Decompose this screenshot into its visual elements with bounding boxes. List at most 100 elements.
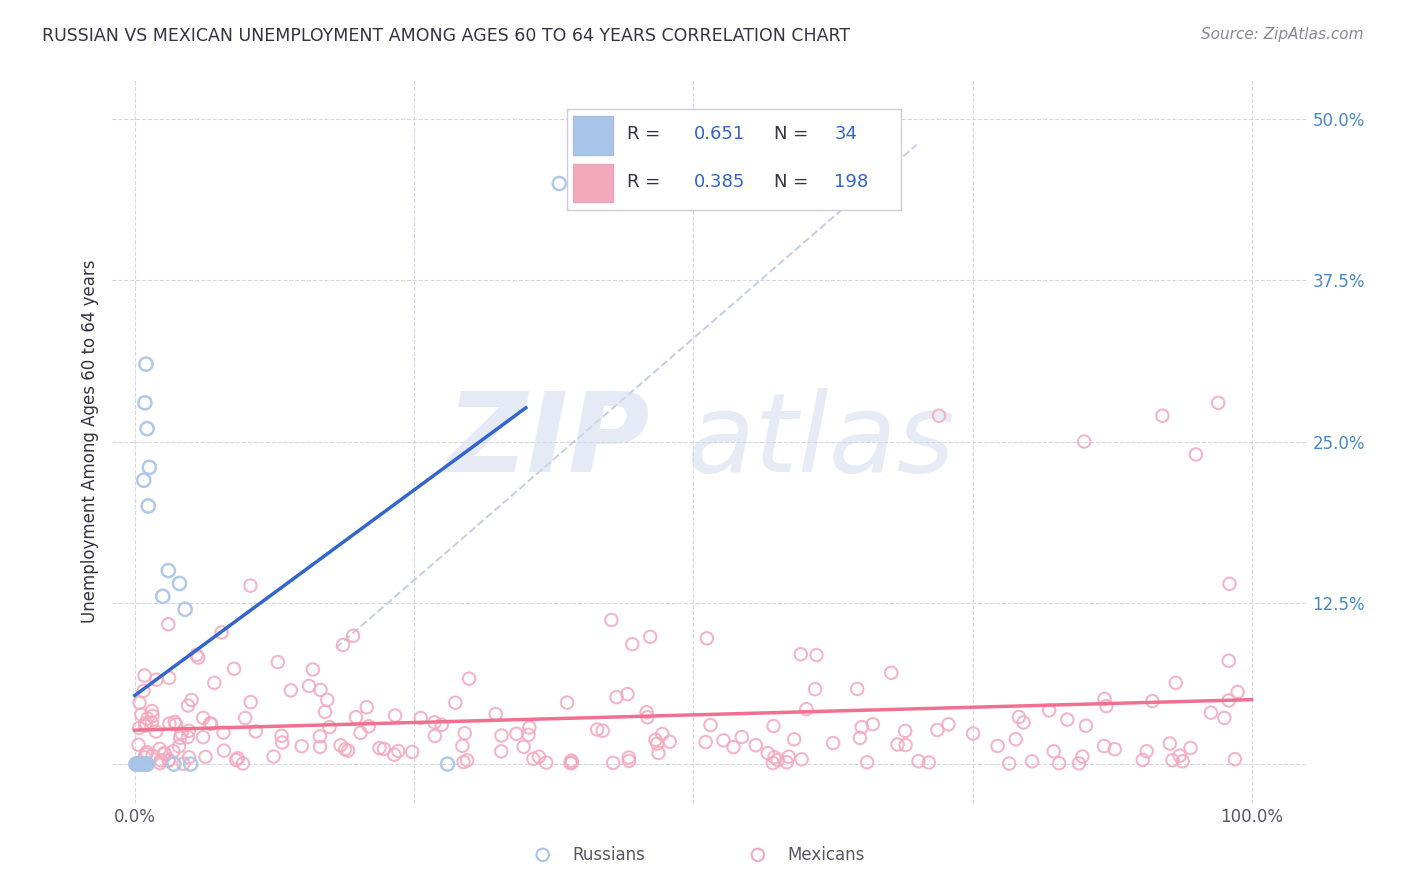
Point [423,715,446,730]
Point [938,717,960,731]
Point [187,650,209,665]
Point [186,648,208,662]
Point [356,700,378,714]
Point [796,702,818,716]
Point [560,756,582,770]
Point [928,409,950,423]
Point [172,756,194,771]
Text: Source: ZipAtlas.com: Source: ZipAtlas.com [1201,27,1364,42]
Point [291,739,314,754]
Point [548,177,571,191]
Point [1136,744,1159,758]
Point [453,755,475,769]
Text: ZIP: ZIP [447,388,651,495]
Point [212,725,235,739]
Point [536,756,558,770]
Point [1161,753,1184,767]
Point [170,726,193,740]
Point [616,687,638,701]
Text: RUSSIAN VS MEXICAN UNEMPLOYMENT AMONG AGES 60 TO 64 YEARS CORRELATION CHART: RUSSIAN VS MEXICAN UNEMPLOYMENT AMONG AG… [42,27,851,45]
Point [1226,685,1249,699]
Point [1104,742,1126,756]
Point [727,850,749,864]
Point [592,723,614,738]
Point [1042,744,1064,758]
Point [636,710,658,724]
Point [149,753,172,767]
Point [136,422,159,436]
Point [142,748,165,763]
Point [846,681,869,696]
Point [332,638,354,652]
Point [222,662,245,676]
Point [337,743,360,757]
Point [638,630,661,644]
Point [194,750,217,764]
Point [148,742,170,756]
Point [180,757,202,772]
Point [401,745,423,759]
Point [125,757,148,772]
Point [384,708,406,723]
Point [1171,754,1194,768]
Point [157,617,180,632]
Point [561,756,583,770]
Point [849,731,872,745]
Point [153,746,176,760]
Point [169,731,191,745]
Point [1218,577,1240,591]
Point [129,757,152,772]
Point [225,753,247,767]
Point [756,746,779,760]
Point [309,682,332,697]
Point [180,693,202,707]
Point [239,579,262,593]
Point [485,706,508,721]
Point [560,754,582,768]
Point [153,747,176,761]
Point [163,714,186,729]
Point [132,473,155,487]
Point [621,637,644,651]
Point [127,757,149,772]
Point [1159,737,1181,751]
Point [280,683,302,698]
Point [527,749,550,764]
Point [998,756,1021,771]
Point [263,749,285,764]
Point [804,682,827,697]
Point [157,754,180,768]
Point [135,757,157,772]
Point [1164,676,1187,690]
Point [226,751,249,765]
Point [522,752,544,766]
Point [1038,703,1060,717]
Point [349,726,371,740]
Point [651,727,673,741]
Point [129,757,152,772]
Point [1218,654,1240,668]
Point [790,752,813,766]
Point [762,756,785,770]
Point [131,757,153,772]
Point [138,460,160,475]
Point [1047,756,1070,771]
Point [723,740,745,755]
Point [129,707,152,722]
Point [298,679,321,693]
Point [142,709,165,723]
Text: Mexicans: Mexicans [787,846,865,863]
Point [409,711,432,725]
Point [125,756,148,771]
Point [517,721,540,735]
Point [894,738,917,752]
Point [131,757,153,772]
Point [491,729,513,743]
Point [211,625,233,640]
Point [368,741,391,756]
Text: Russians: Russians [572,846,645,863]
Point [526,850,548,864]
Point [775,756,797,770]
Point [131,757,153,772]
Point [458,672,481,686]
